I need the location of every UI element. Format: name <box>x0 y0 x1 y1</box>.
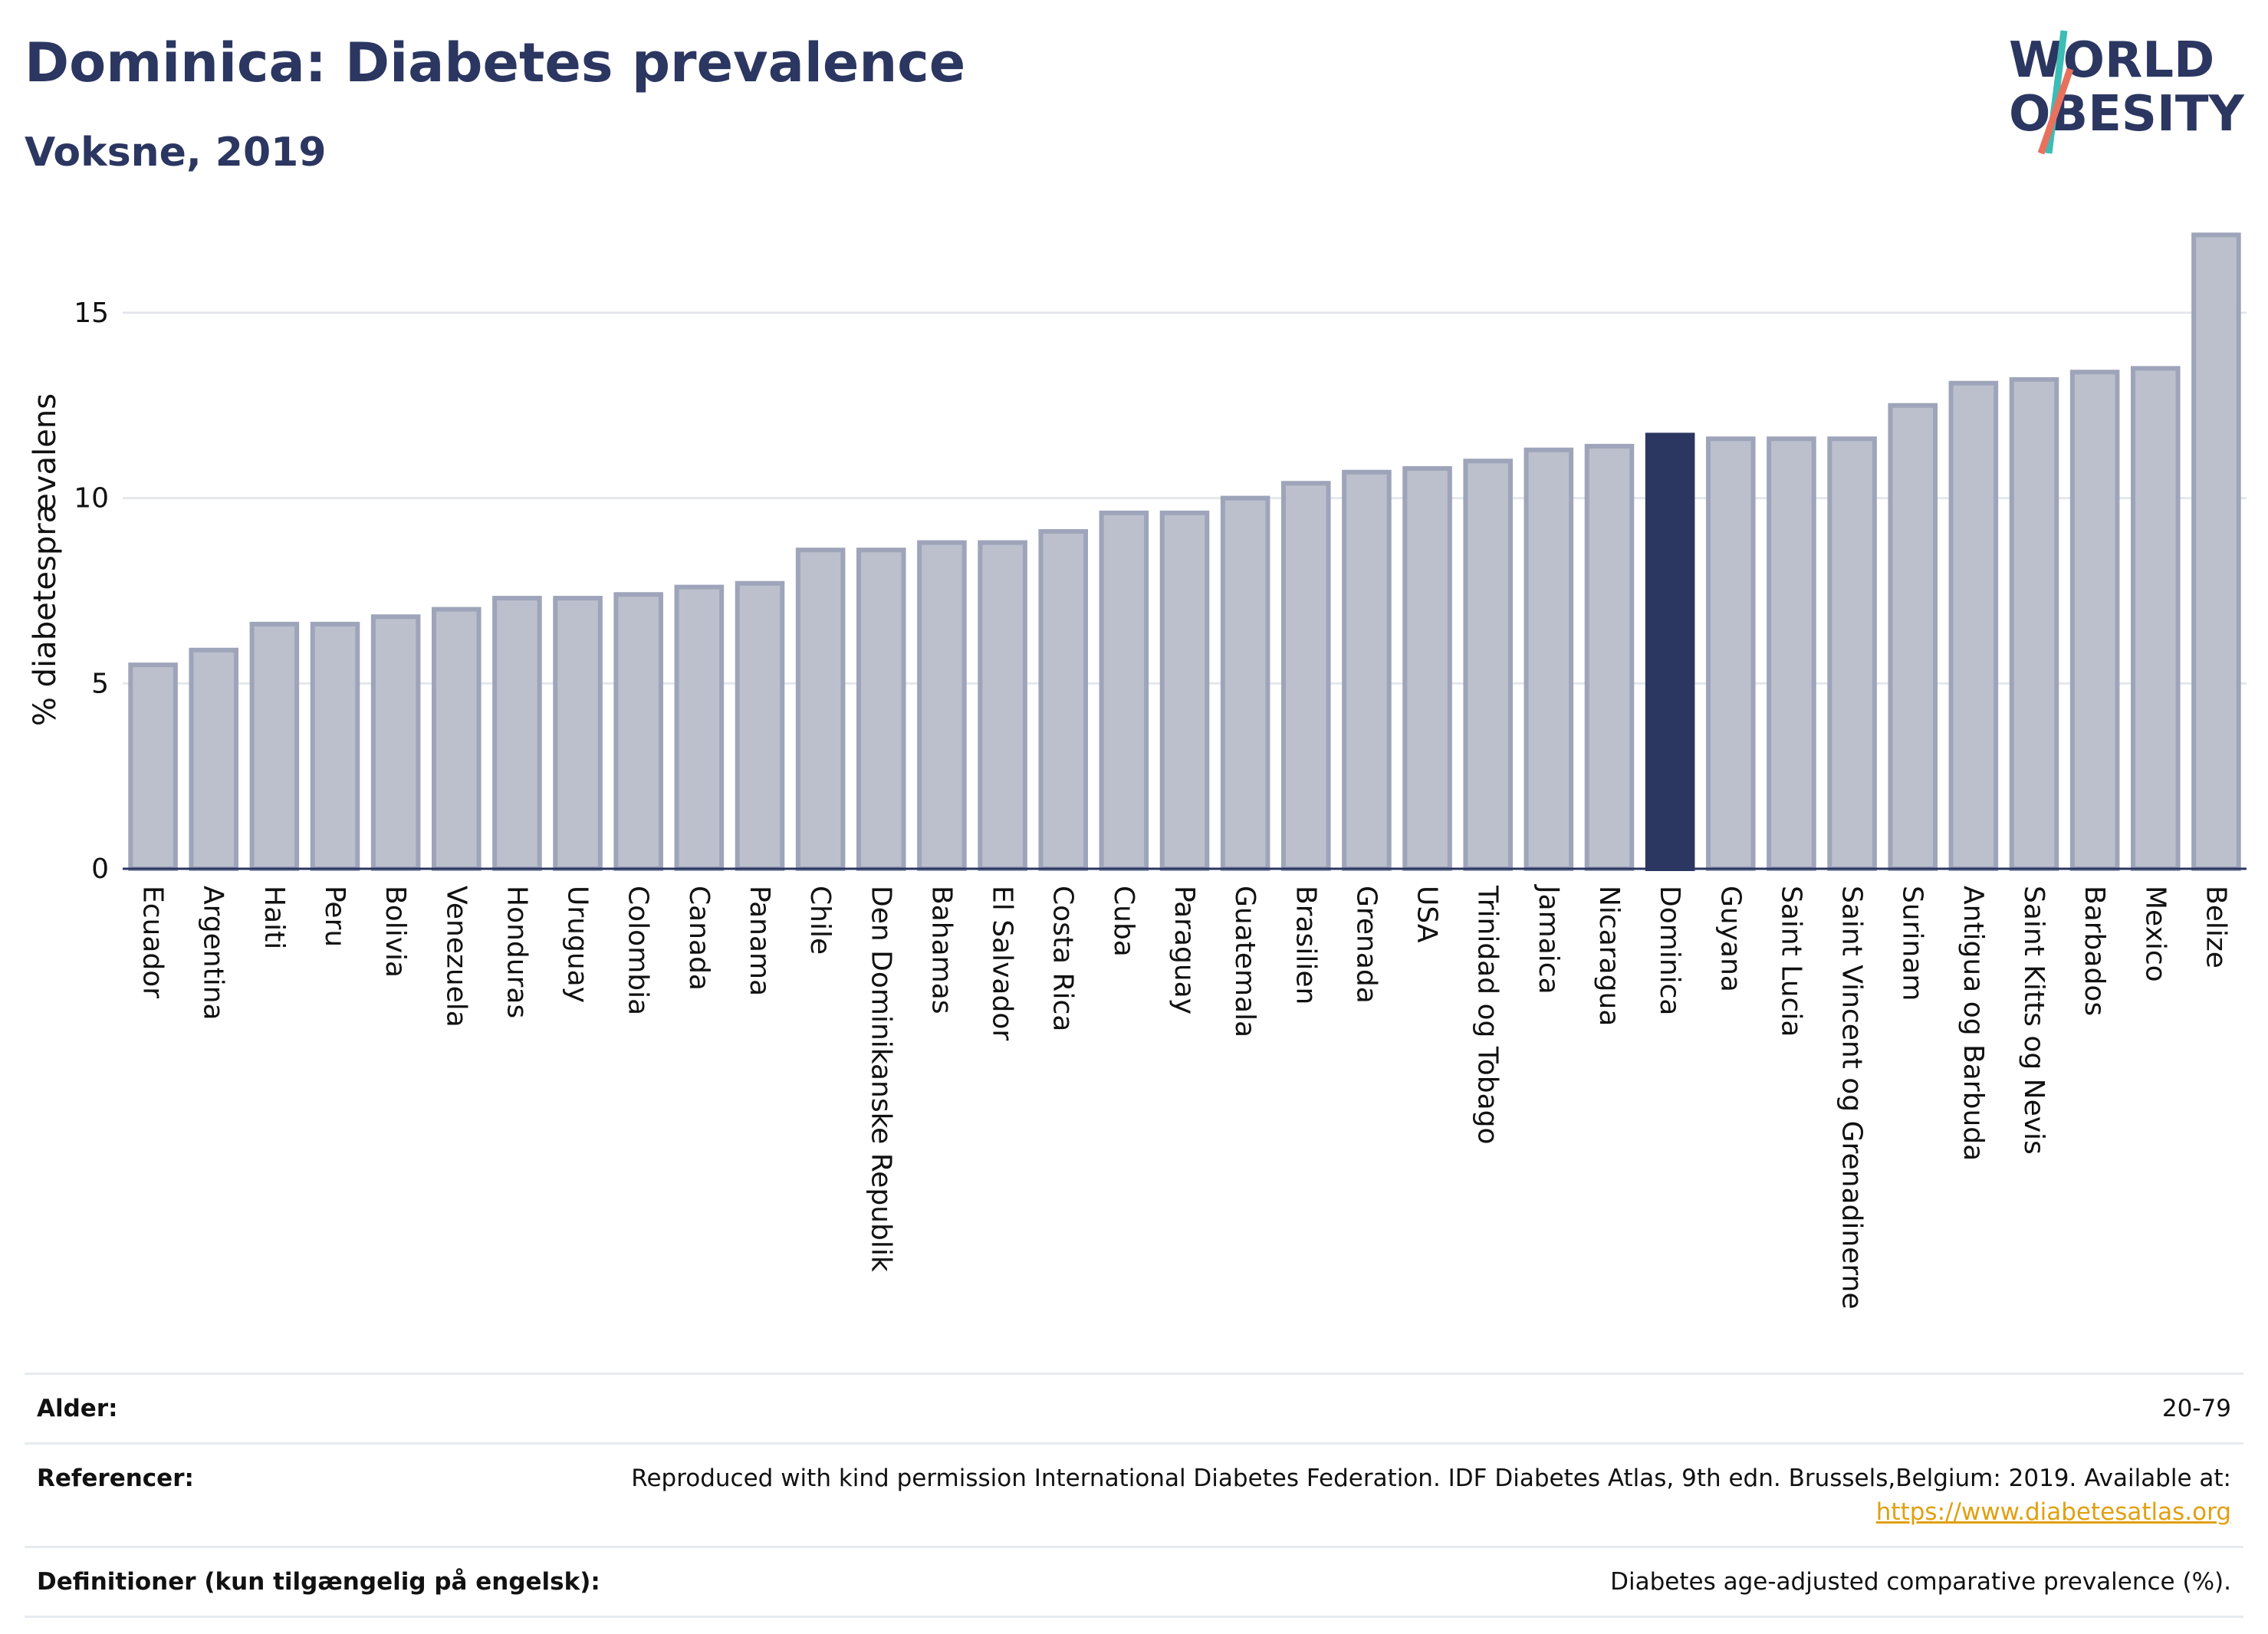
x-tick-label: Venezuela <box>440 886 472 1027</box>
x-tick-label: Antigua og Barbuda <box>1957 886 1989 1161</box>
x-tick-label: Canada <box>683 886 715 991</box>
diabetes-atlas-link[interactable]: https://www.diabetesatlas.org <box>1875 1498 2231 1526</box>
x-tick-label: USA <box>1412 886 1443 943</box>
age-label: Alder: <box>37 1395 118 1422</box>
bar-belize[interactable] <box>2191 232 2241 871</box>
footer-row-references: Referencer: Reproduced with kind permiss… <box>25 1442 2243 1546</box>
bar-nicaragua[interactable] <box>1584 443 1635 871</box>
bar-chart: 0 5 10 15 Ecuador Argentina Haiti Peru Bolivia V… <box>28 232 2247 1309</box>
x-tick-label: Jamaica <box>1533 884 1564 995</box>
references-value: Reproduced with kind permission Internat… <box>631 1461 2231 1529</box>
x-tick-label: Bolivia <box>380 886 411 978</box>
x-tick-label: El Salvador <box>987 886 1018 1041</box>
bar-peru[interactable] <box>310 621 360 871</box>
x-tick-label: Saint Vincent og Grenadinerne <box>1836 886 1868 1309</box>
x-tick-label: Belize <box>2200 886 2231 968</box>
bar-costa-rica[interactable] <box>1038 529 1088 872</box>
definitions-label: Definitioner (kun tilgængelig på engelsk… <box>37 1568 600 1596</box>
bar-antigua-og-barbuda[interactable] <box>1948 380 1999 871</box>
footer-row-age: Alder: 20-79 <box>25 1373 2243 1442</box>
x-tick-label: Haiti <box>258 886 290 949</box>
bar-mexico[interactable] <box>2131 366 2181 872</box>
x-tick-label: Dominica <box>1654 886 1685 1016</box>
x-tick-label: Surinam <box>1897 886 1928 1001</box>
x-tick-label: Argentina <box>198 886 229 1021</box>
bar-grenada[interactable] <box>1342 469 1392 871</box>
bar-trinidad-og-tobago[interactable] <box>1463 459 1513 871</box>
y-tick-label: 15 <box>74 298 109 329</box>
logo-line-1: WORLD <box>2009 32 2214 89</box>
x-tick-label: Brasilien <box>1290 886 1321 1004</box>
x-tick-label: Guatemala <box>1229 886 1261 1037</box>
y-axis: 0 5 10 15 <box>74 298 109 885</box>
references-label: Referencer: <box>37 1465 194 1492</box>
x-tick-label: Honduras <box>501 886 532 1018</box>
bar-saint-vincent-og-grenadinerne[interactable] <box>1827 436 1877 871</box>
x-axis-labels: Ecuador Argentina Haiti Peru Bolivia Venezuel… <box>137 884 2232 1309</box>
bar-colombia[interactable] <box>613 592 663 872</box>
world-obesity-logo-graphic: WORLD OBESITY <box>2009 30 2244 155</box>
bar-dominica[interactable] <box>1645 432 1695 871</box>
bar-argentina[interactable] <box>189 647 238 872</box>
bar-venezuela[interactable] <box>432 607 482 871</box>
bar-panama[interactable] <box>735 580 785 871</box>
definitions-value: Diabetes age-adjusted comparative preval… <box>1610 1568 2231 1596</box>
bar-chile[interactable] <box>795 547 846 871</box>
x-tick-label: Grenada <box>1350 886 1382 1004</box>
x-tick-label: Peru <box>319 886 350 947</box>
y-tick-label: 5 <box>91 668 109 699</box>
bar-paraguay[interactable] <box>1159 510 1210 871</box>
bar-den-dominikanske-republik[interactable] <box>856 547 906 871</box>
bar-guyana[interactable] <box>1706 436 1756 871</box>
world-obesity-logo: WORLD OBESITY <box>1994 23 2254 161</box>
x-tick-label: Guyana <box>1714 886 1746 992</box>
x-tick-label: Trinidad og Tobago <box>1472 885 1504 1145</box>
bar-haiti[interactable] <box>249 621 300 871</box>
x-tick-label: Paraguay <box>1169 886 1200 1014</box>
x-tick-label: Barbados <box>2079 886 2110 1016</box>
x-tick-label: Nicaragua <box>1593 886 1625 1026</box>
chart-bars <box>128 232 2241 872</box>
x-tick-label: Saint Lucia <box>1775 886 1806 1037</box>
bar-surinam[interactable] <box>1888 403 1938 871</box>
chart-subtitle: Voksne, 2019 <box>25 130 327 176</box>
x-tick-label: Ecuador <box>137 886 169 998</box>
age-value: 20-79 <box>2161 1395 2231 1422</box>
references-text: Reproduced with kind permission Internat… <box>631 1465 2231 1492</box>
bar-barbados[interactable] <box>2069 370 2120 872</box>
x-tick-label: Saint Kitts og Nevis <box>2018 886 2049 1155</box>
bar-guatemala[interactable] <box>1220 495 1270 871</box>
chart-title: Dominica: Diabetes prevalence <box>25 31 966 94</box>
bar-usa[interactable] <box>1402 465 1452 871</box>
bar-canada[interactable] <box>674 584 725 871</box>
y-axis-title: % diabetesprævalens <box>28 393 63 726</box>
x-tick-label: Costa Rica <box>1047 886 1079 1031</box>
bar-bahamas[interactable] <box>917 540 967 872</box>
logo-slash-coral <box>2037 67 2074 155</box>
bar-brasilien[interactable] <box>1281 481 1331 872</box>
bar-saint-lucia[interactable] <box>1767 436 1816 871</box>
x-tick-label: Den Dominikanske Republik <box>865 886 896 1272</box>
chart-footer: Alder: 20-79 Referencer: Reproduced with… <box>25 1373 2243 1618</box>
x-tick-label: Uruguay <box>562 886 593 1003</box>
y-tick-label: 0 <box>91 853 109 885</box>
bar-jamaica[interactable] <box>1524 447 1574 871</box>
y-tick-label: 10 <box>74 483 109 515</box>
bar-ecuador[interactable] <box>128 662 178 871</box>
x-tick-label: Colombia <box>623 886 654 1015</box>
bar-saint-kitts-og-nevis[interactable] <box>2009 376 2059 872</box>
bar-el-salvador[interactable] <box>978 540 1027 872</box>
bar-honduras[interactable] <box>492 596 542 872</box>
x-tick-label: Chile <box>804 886 836 955</box>
x-tick-label: Panama <box>744 886 775 996</box>
bar-bolivia[interactable] <box>370 614 421 871</box>
x-tick-label: Bahamas <box>925 886 957 1014</box>
x-tick-label: Cuba <box>1108 886 1139 957</box>
x-tick-label: Mexico <box>2139 886 2171 982</box>
bar-cuba[interactable] <box>1099 510 1149 871</box>
footer-row-definitions: Definitioner (kun tilgængelig på engelsk… <box>25 1546 2243 1618</box>
bar-uruguay[interactable] <box>553 596 603 872</box>
